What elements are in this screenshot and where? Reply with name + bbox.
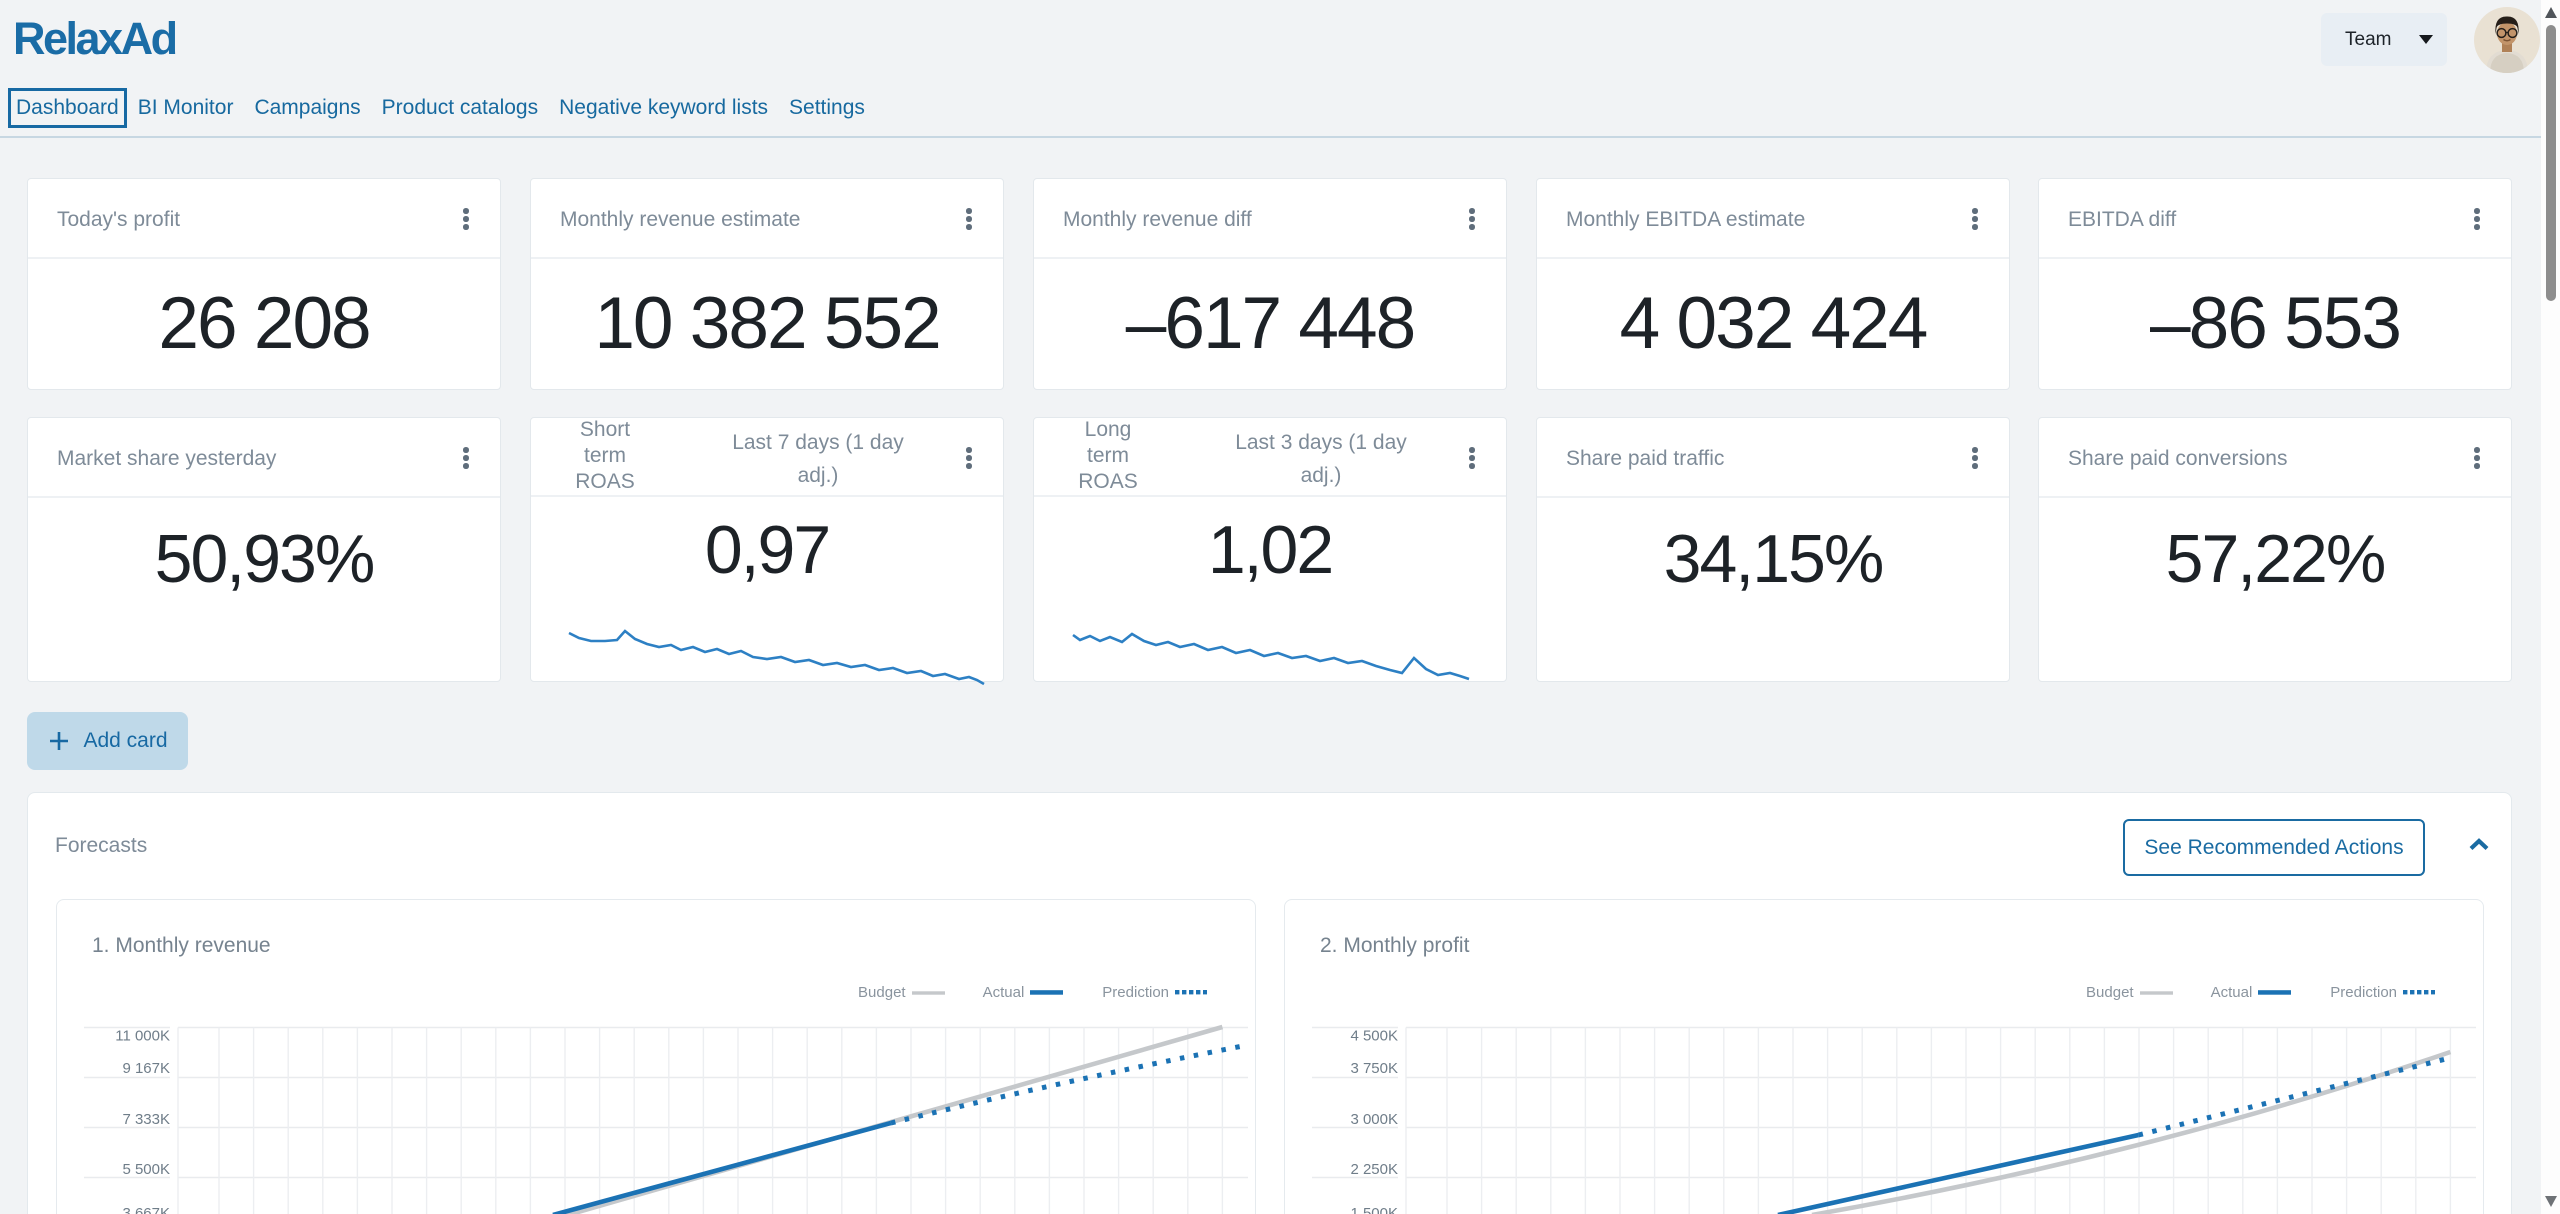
svg-text:9 167K: 9 167K bbox=[122, 1060, 170, 1077]
svg-text:5 500K: 5 500K bbox=[122, 1161, 170, 1178]
svg-text:7 333K: 7 333K bbox=[122, 1111, 170, 1128]
svg-text:3 667K: 3 667K bbox=[122, 1205, 170, 1214]
svg-text:3 750K: 3 750K bbox=[1350, 1060, 1398, 1077]
svg-text:3 000K: 3 000K bbox=[1350, 1111, 1398, 1128]
svg-text:2 250K: 2 250K bbox=[1350, 1161, 1398, 1178]
svg-text:11 000K: 11 000K bbox=[115, 1028, 170, 1045]
svg-text:4 500K: 4 500K bbox=[1350, 1028, 1398, 1045]
svg-text:1 500K: 1 500K bbox=[1350, 1205, 1398, 1214]
